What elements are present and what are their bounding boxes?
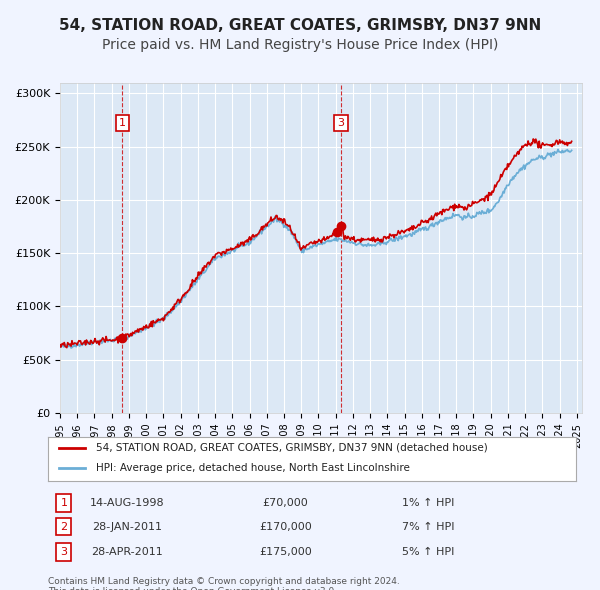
Text: 3: 3 xyxy=(61,547,67,557)
Text: Price paid vs. HM Land Registry's House Price Index (HPI): Price paid vs. HM Land Registry's House … xyxy=(102,38,498,53)
Text: 1: 1 xyxy=(61,498,67,507)
Text: 1% ↑ HPI: 1% ↑ HPI xyxy=(402,498,454,507)
Text: 5% ↑ HPI: 5% ↑ HPI xyxy=(402,547,454,557)
Text: 1: 1 xyxy=(119,118,126,128)
Text: 54, STATION ROAD, GREAT COATES, GRIMSBY, DN37 9NN: 54, STATION ROAD, GREAT COATES, GRIMSBY,… xyxy=(59,18,541,32)
Text: 7% ↑ HPI: 7% ↑ HPI xyxy=(402,522,454,532)
Text: 3: 3 xyxy=(338,118,344,128)
Text: £170,000: £170,000 xyxy=(259,522,312,532)
Text: Contains HM Land Registry data © Crown copyright and database right 2024.
This d: Contains HM Land Registry data © Crown c… xyxy=(48,577,400,590)
Text: 14-AUG-1998: 14-AUG-1998 xyxy=(90,498,164,507)
Text: 28-JAN-2011: 28-JAN-2011 xyxy=(92,522,162,532)
Text: 54, STATION ROAD, GREAT COATES, GRIMSBY, DN37 9NN (detached house): 54, STATION ROAD, GREAT COATES, GRIMSBY,… xyxy=(95,442,487,453)
Text: HPI: Average price, detached house, North East Lincolnshire: HPI: Average price, detached house, Nort… xyxy=(95,463,409,473)
Text: 28-APR-2011: 28-APR-2011 xyxy=(91,547,163,557)
Text: £175,000: £175,000 xyxy=(259,547,312,557)
Text: £70,000: £70,000 xyxy=(263,498,308,507)
Text: 2: 2 xyxy=(60,522,67,532)
